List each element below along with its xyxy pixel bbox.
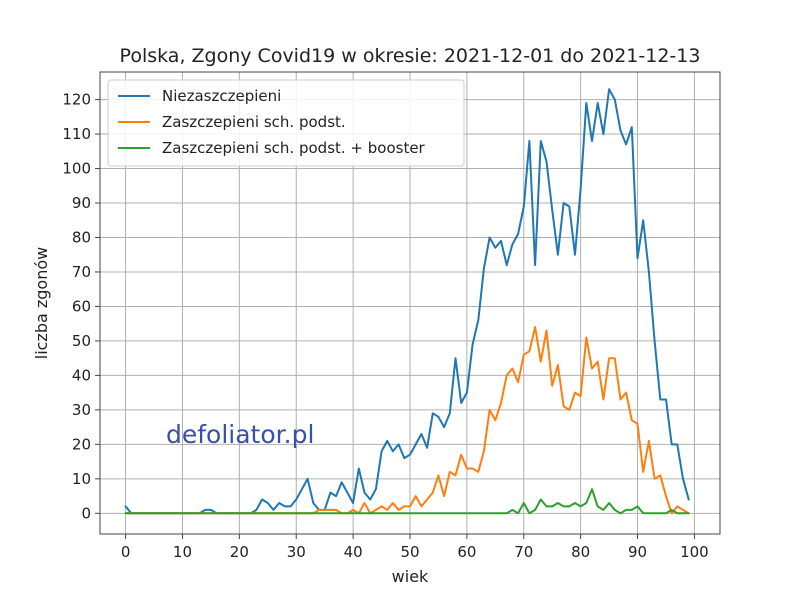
- x-tick-label: 60: [457, 543, 476, 561]
- y-axis: 0 10 20 30 40 50 60 70 80 90 100 110 120: [62, 91, 100, 522]
- y-tick-label: 40: [72, 366, 91, 384]
- y-axis-label: liczba zgonów: [32, 247, 51, 360]
- y-tick-label: 50: [72, 332, 91, 350]
- x-tick-label: 40: [344, 543, 363, 561]
- x-tick-label: 80: [571, 543, 590, 561]
- x-tick-label: 70: [514, 543, 533, 561]
- legend-box: [107, 79, 465, 167]
- series-lines: [124, 88, 690, 515]
- chart-title: Polska, Zgony Covid19 w okresie: 2021-12…: [120, 45, 701, 67]
- legend: Niezaszczepieni Zaszczepieni sch. podst. Z…: [107, 79, 465, 167]
- y-tick-label: 60: [72, 297, 91, 315]
- x-tick-label: 50: [400, 543, 419, 561]
- y-tick-label: 30: [72, 401, 91, 419]
- y-tick-label: 20: [72, 435, 91, 453]
- y-tick-label: 10: [72, 470, 91, 488]
- legend-label-2: Zaszczepieni sch. podst.: [162, 113, 346, 131]
- x-tick-label: 10: [173, 543, 192, 561]
- y-tick-label: 80: [72, 228, 91, 246]
- x-tick-label: 100: [680, 543, 709, 561]
- x-tick-label: 0: [121, 543, 131, 561]
- x-tick-label: 20: [230, 543, 249, 561]
- legend-label-1: Niezaszczepieni: [162, 87, 281, 105]
- y-tick-label: 110: [62, 125, 91, 143]
- x-tick-label: 30: [287, 543, 306, 561]
- legend-label-3: Zaszczepieni sch. podst. + booster: [162, 139, 426, 157]
- y-tick-label: 90: [72, 194, 91, 212]
- watermark: defoliator.pl: [166, 420, 314, 449]
- series-line-3: [124, 488, 690, 515]
- x-tick-label: 90: [628, 543, 647, 561]
- y-tick-label: 100: [62, 160, 91, 178]
- x-axis-label: wiek: [392, 567, 429, 586]
- y-tick-label: 120: [62, 91, 91, 109]
- y-tick-label: 70: [72, 263, 91, 281]
- y-tick-label: 0: [81, 504, 91, 522]
- x-axis: 0 10 20 30 40 50 60 70 80 90 100: [121, 534, 709, 561]
